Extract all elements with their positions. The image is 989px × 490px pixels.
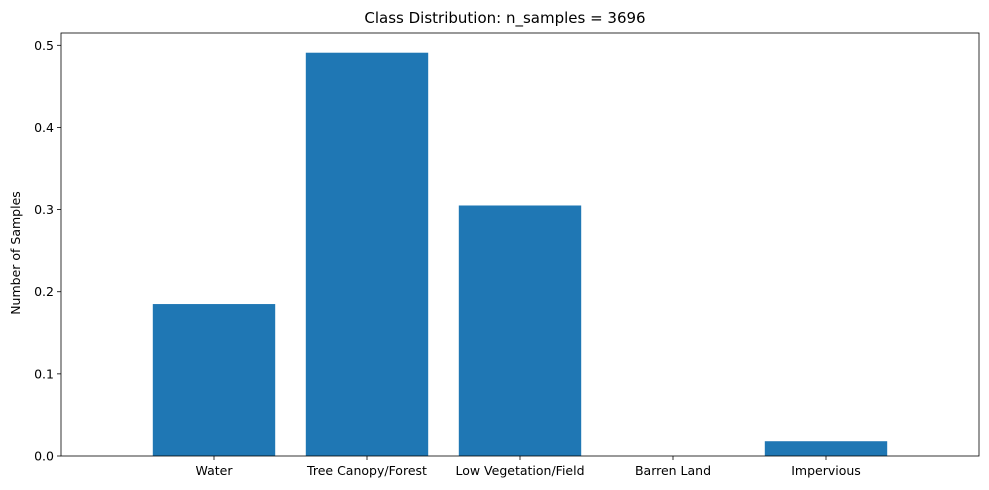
x-tick-label: Impervious [791,463,861,478]
bar-tree-canopy-forest [305,52,429,457]
y-tick-label: 0.4 [34,120,54,135]
x-tick-label: Barren Land [635,463,711,478]
x-tick-label: Water [196,463,234,478]
y-tick-label: 0.5 [34,38,54,53]
x-tick-label: Tree Canopy/Forest [306,463,427,478]
bars-group [152,52,888,457]
y-tick-label: 0.0 [34,449,54,464]
bar-impervious [764,441,888,456]
chart-title: Class Distribution: n_samples = 3696 [364,9,645,28]
x-tick-label: Low Vegetation/Field [455,463,584,478]
y-tick-label: 0.1 [34,366,54,381]
bar-low-vegetation-field [458,205,582,456]
plot-frame [60,32,980,457]
y-axis-label: Number of Samples [8,191,23,315]
bar-water [152,304,276,456]
x-axis-ticks: Water Tree Canopy/Forest Low Vegetation/Fi… [196,456,861,478]
y-axis-ticks: 0.0 0.1 0.2 0.3 0.4 0.5 [34,38,61,464]
y-tick-label: 0.3 [34,202,54,217]
y-tick-label: 0.2 [34,284,54,299]
